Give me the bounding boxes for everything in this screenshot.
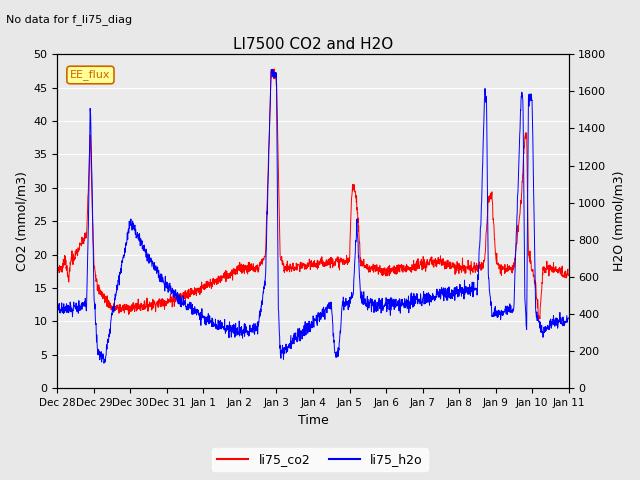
Title: LI7500 CO2 and H2O: LI7500 CO2 and H2O — [233, 36, 393, 51]
X-axis label: Time: Time — [298, 414, 328, 427]
Y-axis label: H2O (mmol/m3): H2O (mmol/m3) — [612, 171, 625, 272]
Text: No data for f_li75_diag: No data for f_li75_diag — [6, 14, 132, 25]
Y-axis label: CO2 (mmol/m3): CO2 (mmol/m3) — [15, 171, 28, 271]
Legend: li75_co2, li75_h2o: li75_co2, li75_h2o — [212, 448, 428, 471]
Text: EE_flux: EE_flux — [70, 70, 111, 81]
